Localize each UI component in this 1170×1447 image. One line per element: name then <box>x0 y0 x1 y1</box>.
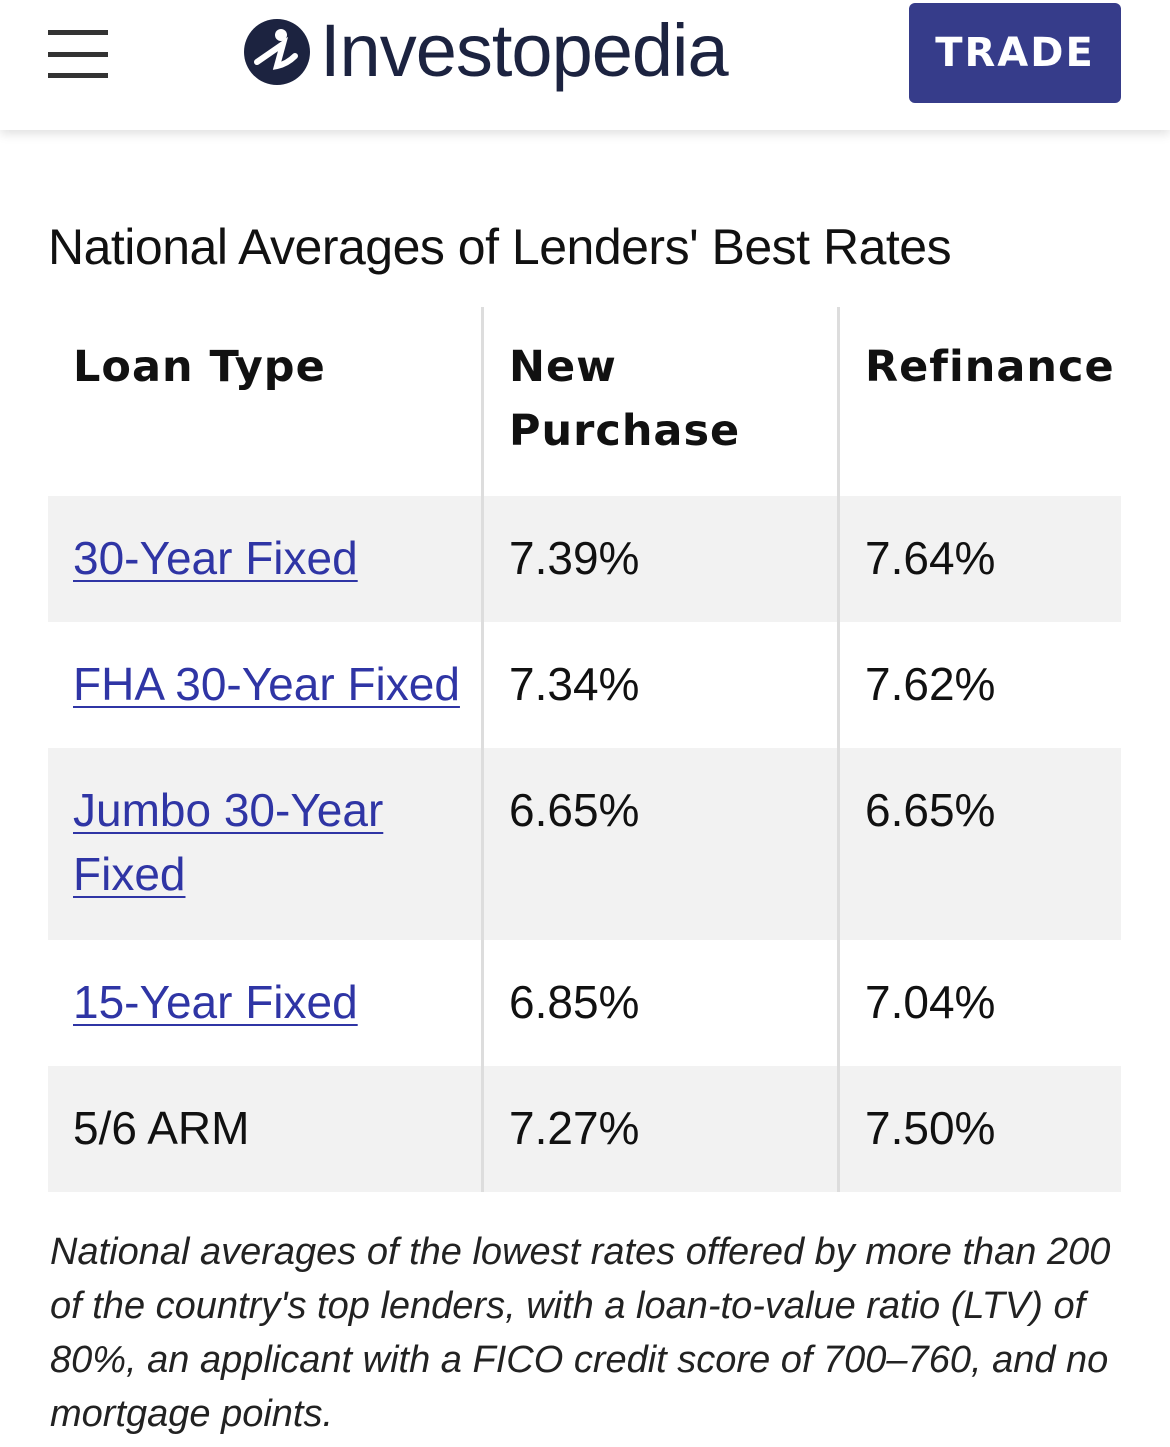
menu-button[interactable] <box>48 30 108 78</box>
cell: 6.85% <box>481 940 840 1066</box>
table-title: National Averages of Lenders' Best Rates <box>48 219 952 275</box>
cell: 7.04% <box>865 976 996 1028</box>
cell: 7.39% <box>481 496 840 622</box>
cell: 30-Year Fixed <box>48 496 483 622</box>
cell: 6.65% <box>838 748 1121 940</box>
cell: 7.27% <box>481 1066 840 1192</box>
brand[interactable]: Investopedia <box>320 9 729 92</box>
cell: FHA 30-Year Fixed <box>48 622 483 748</box>
loan-link[interactable]: FHA 30-Year Fixed <box>73 658 460 710</box>
column-header: Loan Type <box>73 342 326 392</box>
cell: 7.50% <box>838 1066 1121 1192</box>
cell: 7.34% <box>481 622 840 748</box>
trade-button[interactable]: TRADE <box>909 3 1121 103</box>
row: Jumbo 30-Year Fixed 6.65% 6.65% <box>48 748 1121 940</box>
cell: 15-Year Fixed <box>48 940 483 1066</box>
row: 30-Year Fixed 7.39% 7.64% <box>48 496 1121 622</box>
loan-link[interactable]: Jumbo 30-Year Fixed <box>73 784 384 900</box>
footnote: National averages of the lowest rates of… <box>50 1231 1111 1435</box>
cell: 7.62% <box>865 658 996 710</box>
loan-link[interactable]: 30-Year Fixed <box>73 532 358 584</box>
cell: 7.64% <box>838 496 1121 622</box>
top-bar: Investopedia TRADE <box>0 0 1170 130</box>
cell: 5/6 ARM <box>48 1066 483 1192</box>
column-header: Refinance <box>865 342 1115 392</box>
row: 15-Year Fixed 6.85% 7.04% <box>48 940 1121 1066</box>
rates-table: Loan Type New Purchase Refinance 30-Year… <box>48 307 1121 1192</box>
logo-icon <box>244 19 310 85</box>
column-header: New Purchase <box>481 307 840 496</box>
column-header-text: New Purchase <box>509 342 741 456</box>
header-row: Loan Type New Purchase Refinance <box>48 307 1121 496</box>
loan-link[interactable]: 15-Year Fixed <box>73 976 358 1028</box>
cell: 6.65% <box>481 748 840 940</box>
row: FHA 30-Year Fixed 7.34% 7.62% <box>48 622 1121 748</box>
row: 5/6 ARM 7.27% 7.50% <box>48 1066 1121 1192</box>
cell: Jumbo 30-Year Fixed <box>48 748 483 940</box>
